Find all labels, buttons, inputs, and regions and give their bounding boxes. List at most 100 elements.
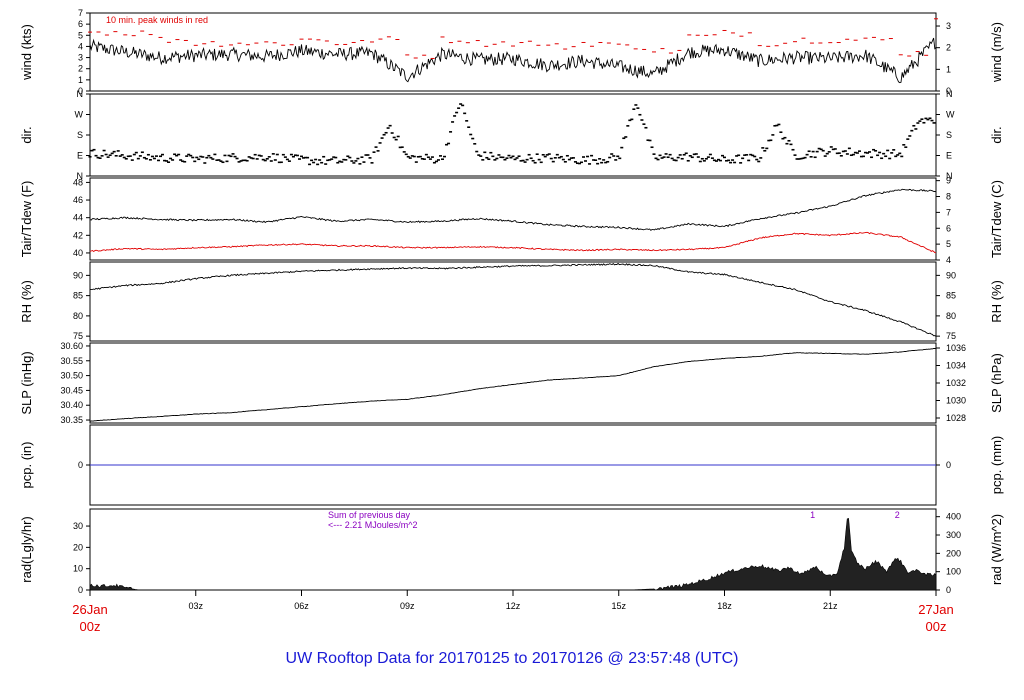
wind-ylabel-right: wind (m/s) — [989, 22, 1004, 83]
rad-annotation-line: <--- 2.21 MJoules/m^2 — [328, 520, 418, 530]
dir-right-tick-label: N — [946, 171, 953, 181]
slp-ylabel-right: SLP (hPa) — [989, 353, 1004, 413]
dir-right-tick-label: W — [946, 110, 955, 120]
time-start-day-label: 26Jan — [72, 602, 107, 617]
time-tick-label: 18z — [717, 601, 732, 611]
panel-rh: RH (%) RH (%) 75 80 85 90 75 80 85 90 — [19, 261, 1004, 342]
temp-left-tick-label: 40 — [73, 248, 83, 258]
rh-right-tick-label: 75 — [946, 331, 956, 341]
rad-ylabel-left: rad(Lgly/hr) — [19, 516, 34, 582]
temp-left-tick-label: 46 — [73, 195, 83, 205]
rad-right-tick-label: 400 — [946, 512, 961, 522]
temp-right-tick-label: 8 — [946, 192, 951, 202]
slp-ylabel-left: SLP (inHg) — [19, 351, 34, 414]
dir-frame — [89, 93, 937, 177]
rad-right-tick-label: 0 — [946, 585, 951, 595]
rad-right-tick-label: 100 — [946, 567, 961, 577]
pcp-left-tick-label: 0 — [78, 460, 83, 470]
temp-right-tick-label: 7 — [946, 207, 951, 217]
temp-right-tick-label: 4 — [946, 255, 951, 265]
rh-left-tick-label: 75 — [73, 331, 83, 341]
temp-left-tick-label: 42 — [73, 230, 83, 240]
slp-left-tick-label: 30.45 — [60, 385, 83, 395]
time-start-hour-label: 00z — [80, 619, 101, 634]
slp-left-tick-label: 30.55 — [60, 356, 83, 366]
wind-right-tick-label: 2 — [946, 43, 951, 53]
dir-ylabel-right: dir. — [989, 126, 1004, 143]
dir-right-tick-label: E — [946, 151, 952, 161]
chart-title: UW Rooftop Data for 20170125 to 20170126… — [285, 650, 739, 667]
wind-annotation: 10 min. peak winds in red — [106, 15, 208, 25]
slp-left-tick-label: 30.60 — [60, 341, 83, 351]
tair-series-line — [89, 188, 937, 231]
tdew-series-line — [89, 231, 937, 254]
wind-left-tick-label: 6 — [78, 19, 83, 29]
rh-left-tick-label: 80 — [73, 311, 83, 321]
pcp-ylabel-left: pcp. (in) — [19, 442, 34, 489]
wind-left-tick-label: 7 — [78, 8, 83, 18]
wind-left-tick-label: 1 — [78, 75, 83, 85]
panel-slp: SLP (inHg) SLP (hPa) 30.35 30.40 30.45 30.50 3… — [19, 341, 1004, 425]
wind-left-tick-label: 0 — [78, 86, 83, 96]
rad-left-tick-label: 10 — [73, 564, 83, 574]
rh-frame — [89, 261, 937, 342]
rh-right-tick-label: 90 — [946, 270, 956, 280]
rad-right-tick-label: 300 — [946, 530, 961, 540]
rad-left-tick-label: 20 — [73, 542, 83, 552]
rad-left-tick-label: 0 — [78, 585, 83, 595]
rad-ylabel-right: rad (W/m^2) — [989, 514, 1004, 585]
temp-ylabel-left: Tair/Tdew (F) — [19, 181, 34, 258]
temp-right-tick-label: 5 — [946, 239, 951, 249]
slp-left-tick-label: 30.50 — [60, 371, 83, 381]
wind-left-tick-label: 3 — [78, 53, 83, 63]
slp-left-tick-label: 30.40 — [60, 400, 83, 410]
temp-right-tick-label: 6 — [946, 223, 951, 233]
time-axis: 26Jan 00z 27Jan 00z — [72, 602, 953, 634]
dir-ylabel-left: dir. — [19, 126, 34, 143]
rh-right-tick-label: 80 — [946, 311, 956, 321]
panel-rad: rad(Lgly/hr) rad (W/m^2)01020300100200300… — [19, 508, 1004, 595]
time-tick-label: 06z — [294, 601, 309, 611]
wind-right-tick-label: 1 — [946, 64, 951, 74]
pcp-ylabel-right: pcp. (mm) — [989, 436, 1004, 495]
rad-right-tick-label: 200 — [946, 548, 961, 558]
time-tick-label: 12z — [506, 601, 521, 611]
temp-left-tick-label: 44 — [73, 213, 83, 223]
time-tick-label: 15z — [611, 601, 626, 611]
temp-frame — [89, 177, 937, 261]
slp-right-tick-label: 1036 — [946, 343, 966, 353]
dir-right-tick-label: S — [946, 130, 952, 140]
rad-area — [89, 517, 937, 591]
slp-right-tick-label: 1028 — [946, 413, 966, 423]
rh-ylabel-left: RH (%) — [19, 280, 34, 323]
wind-right-tick-label: 3 — [946, 21, 951, 31]
rh-series-line — [89, 262, 937, 337]
dir-left-tick-label: E — [77, 151, 83, 161]
slp-left-tick-label: 30.35 — [60, 415, 83, 425]
pcp-right-tick-label: 0 — [946, 460, 951, 470]
temp-right-tick-label: 9 — [946, 176, 951, 186]
panel-temp: Tair/Tdew (F) Tair/Tdew (C) 40 42 44 46 48 4 5 6 7… — [19, 176, 1004, 265]
panel-pcp: pcp. (in) pcp. (mm) 0 0 — [19, 424, 1004, 506]
rh-ylabel-right: RH (%) — [989, 280, 1004, 323]
time-tick-label: 03z — [188, 601, 203, 611]
dir-right-tick-label: N — [946, 89, 953, 99]
wind-left-tick-label: 5 — [78, 30, 83, 40]
wind-left-tick-label: 2 — [78, 64, 83, 74]
dir-left-tick-label: N — [77, 89, 84, 99]
rad-marker-label: 1 — [810, 510, 815, 520]
slp-right-tick-label: 1030 — [946, 396, 966, 406]
temp-ylabel-right: Tair/Tdew (C) — [989, 180, 1004, 258]
slp-right-tick-label: 1032 — [946, 378, 966, 388]
wind-right-tick-label: 0 — [946, 86, 951, 96]
rad-annotation-line: Sum of previous day — [328, 510, 411, 520]
slp-frame — [89, 342, 937, 424]
dir-left-tick-label: N — [77, 171, 84, 181]
rh-left-tick-label: 85 — [73, 291, 83, 301]
dir-left-tick-label: S — [77, 130, 83, 140]
rad-marker-label: 2 — [895, 510, 900, 520]
wind-frame — [89, 12, 937, 92]
